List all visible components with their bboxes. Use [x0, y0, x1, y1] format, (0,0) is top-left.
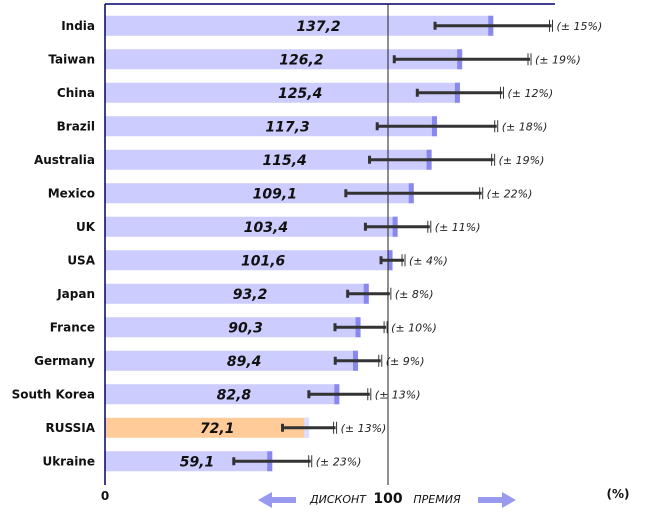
value-label-china: 125,4 [278, 86, 322, 102]
value-label-australia: 115,4 [262, 153, 306, 169]
bar-japan [105, 283, 369, 304]
category-label-usa: USA [67, 253, 95, 267]
error-bar-taiwan [392, 53, 532, 66]
error-label-mexico: (± 22%) [487, 187, 533, 200]
value-label-usa: 101,6 [241, 253, 286, 269]
category-label-india: India [61, 19, 95, 33]
value-label-japan: 93,2 [233, 287, 268, 303]
error-bar-ukraine [232, 455, 313, 468]
bar-china [105, 82, 460, 103]
error-bar-india [433, 19, 554, 32]
value-label-south-korea: 82,8 [217, 387, 252, 403]
bar-russia [105, 417, 310, 438]
bar-india [105, 15, 494, 36]
value-label-india: 137,2 [296, 19, 340, 35]
error-bar-china [415, 86, 504, 99]
bar-usa [105, 250, 393, 271]
bar-ukraine [105, 451, 273, 472]
error-bar-mexico [344, 187, 484, 200]
bar-south-korea [105, 384, 340, 405]
x-center-label: 100 [373, 491, 402, 507]
error-label-ukraine: (± 23%) [316, 455, 362, 468]
bar-australia [105, 149, 432, 170]
bar-brazil [105, 116, 437, 137]
category-label-china: China [57, 86, 95, 100]
error-label-australia: (± 19%) [499, 154, 545, 167]
error-bar-germany [333, 354, 383, 367]
error-label-germany: (± 9%) [386, 355, 425, 368]
bar-france [105, 317, 361, 338]
category-label-germany: Germany [34, 354, 95, 368]
error-label-japan: (± 8%) [395, 288, 434, 301]
error-markers: (± 15%) (± 19%) (± 12%) (± 18%) (± 19%) (± 22… [232, 19, 603, 468]
category-label-russia: RUSSIA [46, 421, 96, 435]
error-label-south-korea: (± 13%) [375, 388, 421, 401]
bar-germany [105, 350, 359, 371]
error-bar-japan [346, 287, 392, 300]
category-label-australia: Australia [34, 153, 95, 167]
left-arrow-icon [258, 492, 296, 508]
value-label-uk: 103,4 [244, 220, 288, 236]
category-label-taiwan: Taiwan [48, 52, 95, 66]
category-label-france: France [50, 320, 95, 334]
chart-rows: India 137,2 Taiwan 126,2 China 125,4 Brazil 117… [12, 15, 494, 472]
error-label-brazil: (± 18%) [502, 120, 548, 133]
category-label-japan: Japan [56, 287, 95, 301]
x-premium-label: ПРЕМИЯ [413, 493, 461, 506]
value-label-germany: 89,4 [227, 354, 262, 370]
value-label-mexico: 109,1 [253, 186, 297, 202]
error-label-taiwan: (± 19%) [535, 53, 581, 66]
category-label-uk: UK [76, 220, 96, 234]
error-bar-brazil [375, 120, 499, 133]
unit-label: (%) [607, 487, 630, 501]
x-discount-label: ДИСКОНТ [309, 493, 367, 506]
x-zero-label: 0 [101, 489, 109, 503]
error-label-france: (± 10%) [391, 321, 437, 334]
value-label-russia: 72,1 [200, 421, 235, 437]
error-label-usa: (± 4%) [409, 254, 448, 267]
bar-mexico [105, 183, 414, 204]
value-label-brazil: 117,3 [265, 119, 309, 135]
error-label-india: (± 15%) [557, 20, 603, 33]
error-bar-france [333, 321, 388, 334]
category-label-brazil: Brazil [57, 119, 95, 133]
right-arrow-icon [478, 492, 516, 508]
category-label-mexico: Mexico [48, 186, 95, 200]
error-bar-russia [281, 421, 338, 434]
error-bar-uk [363, 220, 432, 233]
bar-uk [105, 216, 398, 237]
error-label-uk: (± 11%) [435, 221, 481, 234]
value-label-taiwan: 126,2 [279, 52, 323, 68]
category-label-ukraine: Ukraine [42, 454, 95, 468]
error-label-china: (± 12%) [507, 87, 553, 100]
value-label-ukraine: 59,1 [180, 454, 215, 470]
error-bar-south-korea [307, 388, 372, 401]
category-label-south-korea: South Korea [12, 387, 95, 401]
error-bar-australia [368, 153, 496, 166]
bar-taiwan [105, 49, 463, 70]
error-bar-usa [379, 254, 406, 267]
error-label-russia: (± 13%) [341, 422, 387, 435]
value-label-france: 90,3 [228, 320, 263, 336]
